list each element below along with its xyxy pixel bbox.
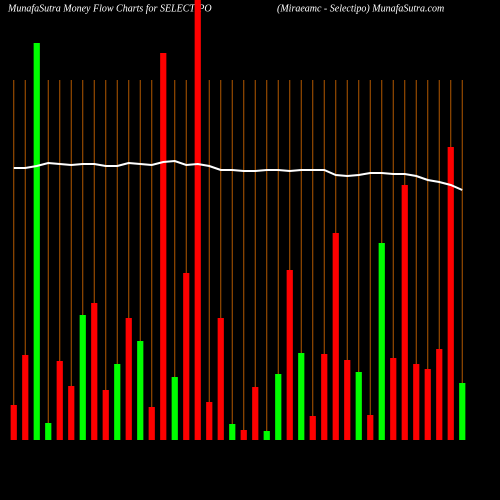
bar xyxy=(401,185,408,440)
bar xyxy=(171,377,178,440)
bar xyxy=(206,402,213,440)
bar xyxy=(459,383,466,440)
bar xyxy=(194,0,201,440)
bar xyxy=(45,423,52,440)
bar xyxy=(263,431,270,440)
bar xyxy=(424,369,431,440)
bar xyxy=(56,361,63,440)
bar xyxy=(33,43,40,440)
bar xyxy=(148,407,155,440)
chart-title: MunafaSutra Money Flow Charts for SELECT… xyxy=(7,3,212,14)
bar xyxy=(240,430,247,440)
bar xyxy=(344,360,351,440)
bar xyxy=(286,270,293,440)
bar xyxy=(436,349,443,440)
bar xyxy=(355,372,362,440)
bar xyxy=(413,364,420,440)
money-flow-line xyxy=(13,159,463,191)
chart-subtitle: (Miraeamc - Selectipo) MunafaSutra.com xyxy=(277,3,444,14)
bar xyxy=(102,390,109,440)
bar xyxy=(367,415,374,440)
bar xyxy=(160,53,167,440)
bar xyxy=(68,386,75,440)
bar xyxy=(79,315,86,440)
bar xyxy=(91,303,98,440)
bar xyxy=(447,147,454,440)
bar xyxy=(378,243,385,440)
bar xyxy=(332,233,339,440)
bar xyxy=(22,355,29,440)
bar xyxy=(390,358,397,440)
bar xyxy=(298,353,305,440)
bar xyxy=(321,354,328,440)
bar xyxy=(183,273,190,440)
bar xyxy=(10,405,17,440)
bar xyxy=(229,424,236,440)
bar xyxy=(114,364,121,440)
bar xyxy=(252,387,259,440)
bar xyxy=(309,416,316,440)
bar xyxy=(217,318,224,440)
bar xyxy=(125,318,132,440)
bar xyxy=(137,341,144,440)
bar xyxy=(275,374,282,440)
